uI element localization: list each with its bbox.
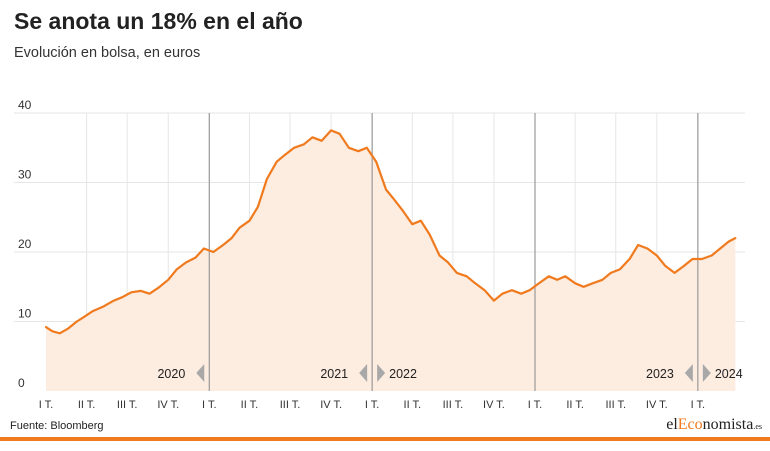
x-tick-label: IV T.	[320, 399, 342, 410]
y-tick-label: 10	[18, 307, 32, 321]
arrow-right-icon	[702, 364, 711, 382]
y-tick-label: 0	[18, 376, 25, 390]
x-tick-label: I T.	[528, 399, 542, 410]
x-tick-label: I T.	[691, 399, 705, 410]
x-tick-label: II T.	[78, 399, 96, 410]
area-fill	[46, 130, 736, 391]
y-tick-label: 20	[18, 237, 32, 251]
year-label-right: 2022	[389, 367, 417, 381]
area-layer	[46, 130, 736, 391]
x-tick-label: IV T.	[157, 399, 179, 410]
arrow-left-icon	[196, 364, 205, 382]
x-tick-label: IV T.	[646, 399, 668, 410]
y-tick-label: 30	[18, 168, 32, 182]
x-axis: I T. II T. III T. IV T. I T. II T. III T. IV T.…	[39, 399, 705, 410]
year-label-left: 2020	[157, 367, 185, 381]
x-tick-label: IV T.	[483, 399, 505, 410]
brand-logo: elEconomista.es	[666, 416, 762, 434]
year-markers: 2020 2021 2022 2023 2024	[157, 364, 743, 382]
x-tick-label: I T.	[365, 399, 379, 410]
year-label-right: 2024	[715, 367, 743, 381]
x-tick-label: III T.	[280, 399, 301, 410]
year-label-left: 2021	[320, 367, 348, 381]
x-tick-label: III T.	[605, 399, 626, 410]
x-tick-label: I T.	[202, 399, 216, 410]
year-dividers	[208, 113, 699, 391]
x-tick-label: II T.	[241, 399, 259, 410]
x-tick-label: I T.	[39, 399, 53, 410]
brand-prefix: el	[666, 416, 678, 433]
source-note: Fuente: Bloomberg	[10, 420, 104, 432]
brand-accent: Eco	[677, 416, 703, 433]
y-tick-label: 40	[18, 98, 32, 112]
x-tick-label: III T.	[117, 399, 138, 410]
chart-title: Se anota un 18% en el año	[14, 8, 303, 34]
arrow-left-icon	[684, 364, 693, 382]
y-axis: 0 10 20 30 40	[18, 98, 32, 390]
arrow-left-icon	[359, 364, 368, 382]
bottom-rule	[0, 437, 770, 441]
year-label-left: 2023	[646, 367, 674, 381]
x-tick-label: II T.	[404, 399, 422, 410]
price-line	[44, 129, 737, 335]
brand-domain: .es	[753, 422, 762, 431]
chart-subtitle: Evolución en bolsa, en euros	[14, 45, 201, 61]
x-tick-label: II T.	[566, 399, 584, 410]
line-layer	[44, 129, 737, 335]
x-tick-label: III T.	[443, 399, 464, 410]
arrow-right-icon	[377, 364, 386, 382]
brand-suffix: nomista	[702, 416, 754, 433]
